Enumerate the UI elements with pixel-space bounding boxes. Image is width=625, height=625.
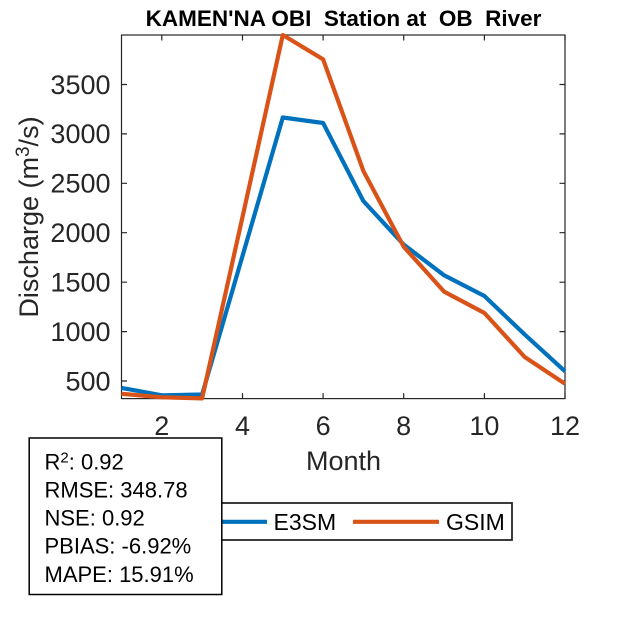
svg-text:6: 6 bbox=[316, 411, 331, 441]
svg-text:R2: 0.92: R2: 0.92 bbox=[45, 449, 124, 474]
svg-text:PBIAS: -6.92%: PBIAS: -6.92% bbox=[45, 534, 192, 559]
svg-text:8: 8 bbox=[396, 411, 411, 441]
svg-text:Discharge (m3/s): Discharge (m3/s) bbox=[13, 116, 44, 317]
svg-text:2: 2 bbox=[154, 411, 169, 441]
svg-text:12: 12 bbox=[550, 411, 580, 441]
svg-text:GSIM: GSIM bbox=[446, 509, 505, 535]
svg-text:1000: 1000 bbox=[50, 317, 110, 347]
svg-text:RMSE: 348.78: RMSE: 348.78 bbox=[45, 478, 188, 503]
svg-text:E3SM: E3SM bbox=[274, 509, 337, 535]
svg-text:10: 10 bbox=[469, 411, 499, 441]
svg-text:2500: 2500 bbox=[50, 169, 110, 199]
svg-text:3000: 3000 bbox=[50, 119, 110, 149]
svg-text:500: 500 bbox=[65, 366, 110, 396]
svg-text:3500: 3500 bbox=[50, 70, 110, 100]
svg-text:Month: Month bbox=[306, 446, 381, 476]
svg-text:KAMEN'NA OBI Station at OB: KAMEN'NA OBI Station at OB River bbox=[146, 6, 542, 31]
svg-text:MAPE: 15.91%: MAPE: 15.91% bbox=[45, 562, 194, 587]
svg-text:NSE: 0.92: NSE: 0.92 bbox=[45, 506, 145, 531]
svg-text:2000: 2000 bbox=[50, 218, 110, 248]
svg-text:4: 4 bbox=[235, 411, 250, 441]
svg-text:1500: 1500 bbox=[50, 268, 110, 298]
